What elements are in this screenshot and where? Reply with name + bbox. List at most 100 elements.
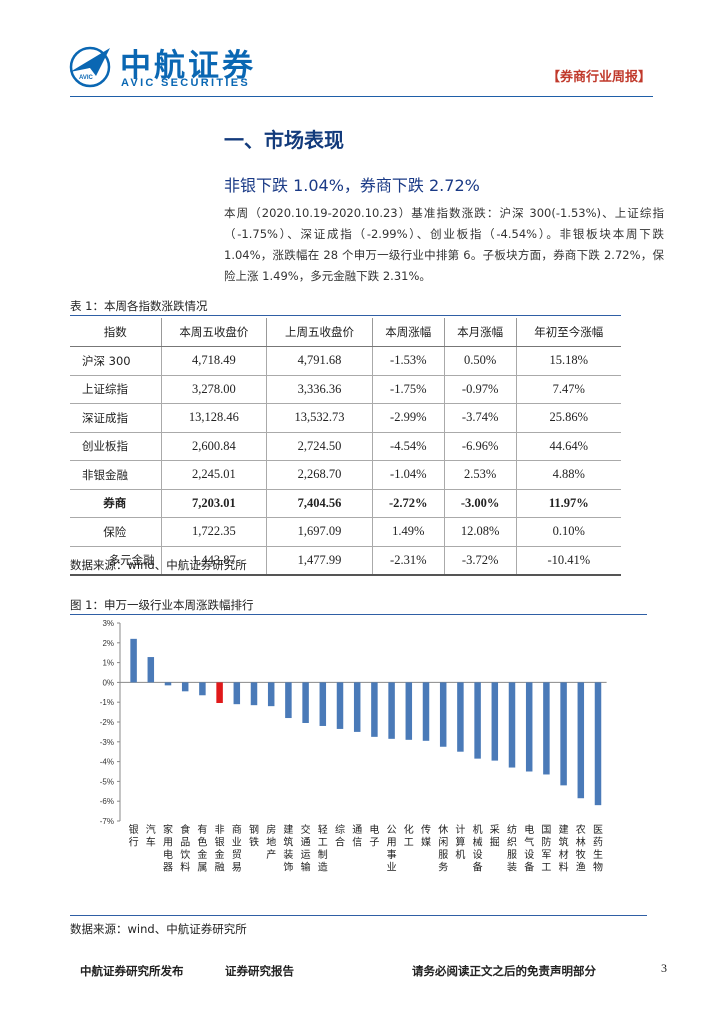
x-category-label: 通信 xyxy=(352,824,362,849)
table-cell: 3,336.36 xyxy=(266,375,373,404)
bar xyxy=(336,682,344,729)
y-tick-label: 0% xyxy=(102,678,114,687)
table-cell: -1.75% xyxy=(371,375,445,404)
table-cell: 1.49% xyxy=(371,517,445,547)
section-subtitle: 非银下跌 1.04%，券商下跌 2.72% xyxy=(224,176,480,195)
x-category-label: 计算机 xyxy=(455,823,465,861)
y-tick-label: 1% xyxy=(102,659,114,668)
x-category-label: 农林牧渔 xyxy=(576,823,586,874)
table-cell: 0.50% xyxy=(443,346,517,376)
x-category-label: 传媒 xyxy=(421,824,431,849)
table-row: 创业板指 2,600.84 2,724.50 -4.54% -6.96% 44.… xyxy=(70,432,621,461)
bar xyxy=(147,657,155,683)
table-cell: 25.86% xyxy=(515,403,621,433)
table-cell: 保险 xyxy=(70,517,162,547)
table-cell: 1,443.87 xyxy=(160,546,267,576)
table-header-row: 指数 本周五收盘价 上周五收盘价 本周涨幅 本月涨幅 年初至今涨幅 xyxy=(70,318,621,347)
table-cell: 多元金融 xyxy=(70,546,162,576)
table-row: 沪深 300 4,718.49 4,791.68 -1.53% 0.50% 15… xyxy=(70,346,621,376)
bar xyxy=(181,682,189,692)
bar xyxy=(216,682,223,703)
y-tick-label: -7% xyxy=(100,817,114,826)
bar xyxy=(474,682,481,759)
table-row-highlighted: 券商 7,203.01 7,404.56 -2.72% -3.00% 11.97… xyxy=(70,489,621,518)
table-row: 非银金融 2,245.01 2,268.70 -1.04% 2.53% 4.88… xyxy=(70,460,621,490)
x-category-label: 综合 xyxy=(335,823,345,849)
x-category-label: 钢铁 xyxy=(249,823,259,849)
bar xyxy=(388,682,395,739)
x-category-label: 休闲服务 xyxy=(438,824,448,874)
table-cell: -2.72% xyxy=(371,489,445,518)
table-cell: 0.10% xyxy=(515,517,621,547)
x-category-label: 机械设备 xyxy=(473,823,483,874)
table-cell: -2.99% xyxy=(371,403,445,433)
table-cell: 1,697.09 xyxy=(266,517,373,547)
table-cell: -1.04% xyxy=(371,460,445,490)
table-cell: 1,722.35 xyxy=(160,517,267,547)
bar xyxy=(422,682,430,741)
bar xyxy=(405,682,413,740)
y-tick-label: -3% xyxy=(100,738,114,747)
y-tick-label: -1% xyxy=(100,698,114,707)
x-category-label: 建筑材料 xyxy=(559,823,569,874)
bar xyxy=(543,682,550,775)
col-header-monthly-change: 本月涨幅 xyxy=(443,318,517,347)
x-category-label: 银行 xyxy=(129,823,139,849)
table-cell: 4,718.49 xyxy=(160,346,267,376)
x-category-label: 公用事业 xyxy=(387,825,397,874)
table-caption: 表 1：本周各指数涨跌情况 xyxy=(70,299,208,313)
col-header-ytd-change: 年初至今涨幅 xyxy=(515,318,621,347)
table-cell: 12.08% xyxy=(443,517,517,547)
table-cell: 44.64% xyxy=(515,432,621,461)
bar xyxy=(130,638,137,683)
x-category-label: 轻工制造 xyxy=(318,823,328,874)
table-cell: -0.97% xyxy=(443,375,517,404)
table-cell: 创业板指 xyxy=(70,432,162,461)
table-cell: -3.72% xyxy=(443,546,517,576)
summary-paragraph: 本周（2020.10.19-2020.10.23）基准指数涨跌：沪深 300(-… xyxy=(224,206,664,283)
y-tick-label: -2% xyxy=(100,718,114,727)
section-title: 一、市场表现 xyxy=(224,128,344,152)
table-cell: -4.54% xyxy=(371,432,445,461)
table-row: 深证成指 13,128.46 13,532.73 -2.99% -3.74% 2… xyxy=(70,403,621,433)
y-tick-label: -6% xyxy=(100,797,114,806)
table-cell: 4,791.68 xyxy=(266,346,373,376)
bar xyxy=(353,682,361,732)
table-cell: 上证综指 xyxy=(70,375,162,404)
table-cell: 3,278.00 xyxy=(160,375,267,404)
table-cell: -3.74% xyxy=(443,403,517,433)
table-cell: 深证成指 xyxy=(70,403,162,433)
figure-bottom-rule xyxy=(70,915,647,916)
table-cell: 4.88% xyxy=(515,460,621,490)
table-row: 上证综指 3,278.00 3,336.36 -1.75% -0.97% 7.4… xyxy=(70,375,621,404)
x-category-label: 国防军工 xyxy=(541,824,551,874)
table-cell: 沪深 300 xyxy=(70,346,162,376)
table-cell: 7,203.01 xyxy=(160,489,267,518)
footer-publisher: 中航证券研究所发布 xyxy=(80,964,184,978)
x-category-label: 纺织服装 xyxy=(507,823,517,874)
y-tick-label: 2% xyxy=(102,639,114,648)
table-cell: 2,245.01 xyxy=(160,460,267,490)
header-divider xyxy=(70,96,653,97)
brand-name-cn: 中航证券 xyxy=(120,48,256,84)
bar xyxy=(560,682,567,786)
page-number: 3 xyxy=(661,961,667,975)
x-category-label: 商业贸易 xyxy=(232,823,242,874)
table-cell: -1.53% xyxy=(371,346,445,376)
table-cell: 1,477.99 xyxy=(266,546,373,576)
bar xyxy=(233,682,241,705)
x-category-label: 非银金融 xyxy=(215,824,225,874)
table-cell: 11.97% xyxy=(515,489,621,518)
y-tick-label: -4% xyxy=(100,758,114,767)
report-type-label: 【券商行业周报】 xyxy=(546,70,651,85)
footer-disclaimer: 请务必阅读正文之后的免责声明部分 xyxy=(412,964,596,978)
table-cell: 7.47% xyxy=(515,375,621,404)
bar xyxy=(302,682,309,723)
table-cell: -6.96% xyxy=(443,432,517,461)
y-tick-label: 3% xyxy=(102,619,114,628)
bar xyxy=(164,682,172,686)
table-cell: 2,268.70 xyxy=(266,460,373,490)
x-category-label: 电子 xyxy=(369,823,379,849)
bar xyxy=(577,682,585,799)
x-category-label: 有色金属 xyxy=(197,823,207,874)
